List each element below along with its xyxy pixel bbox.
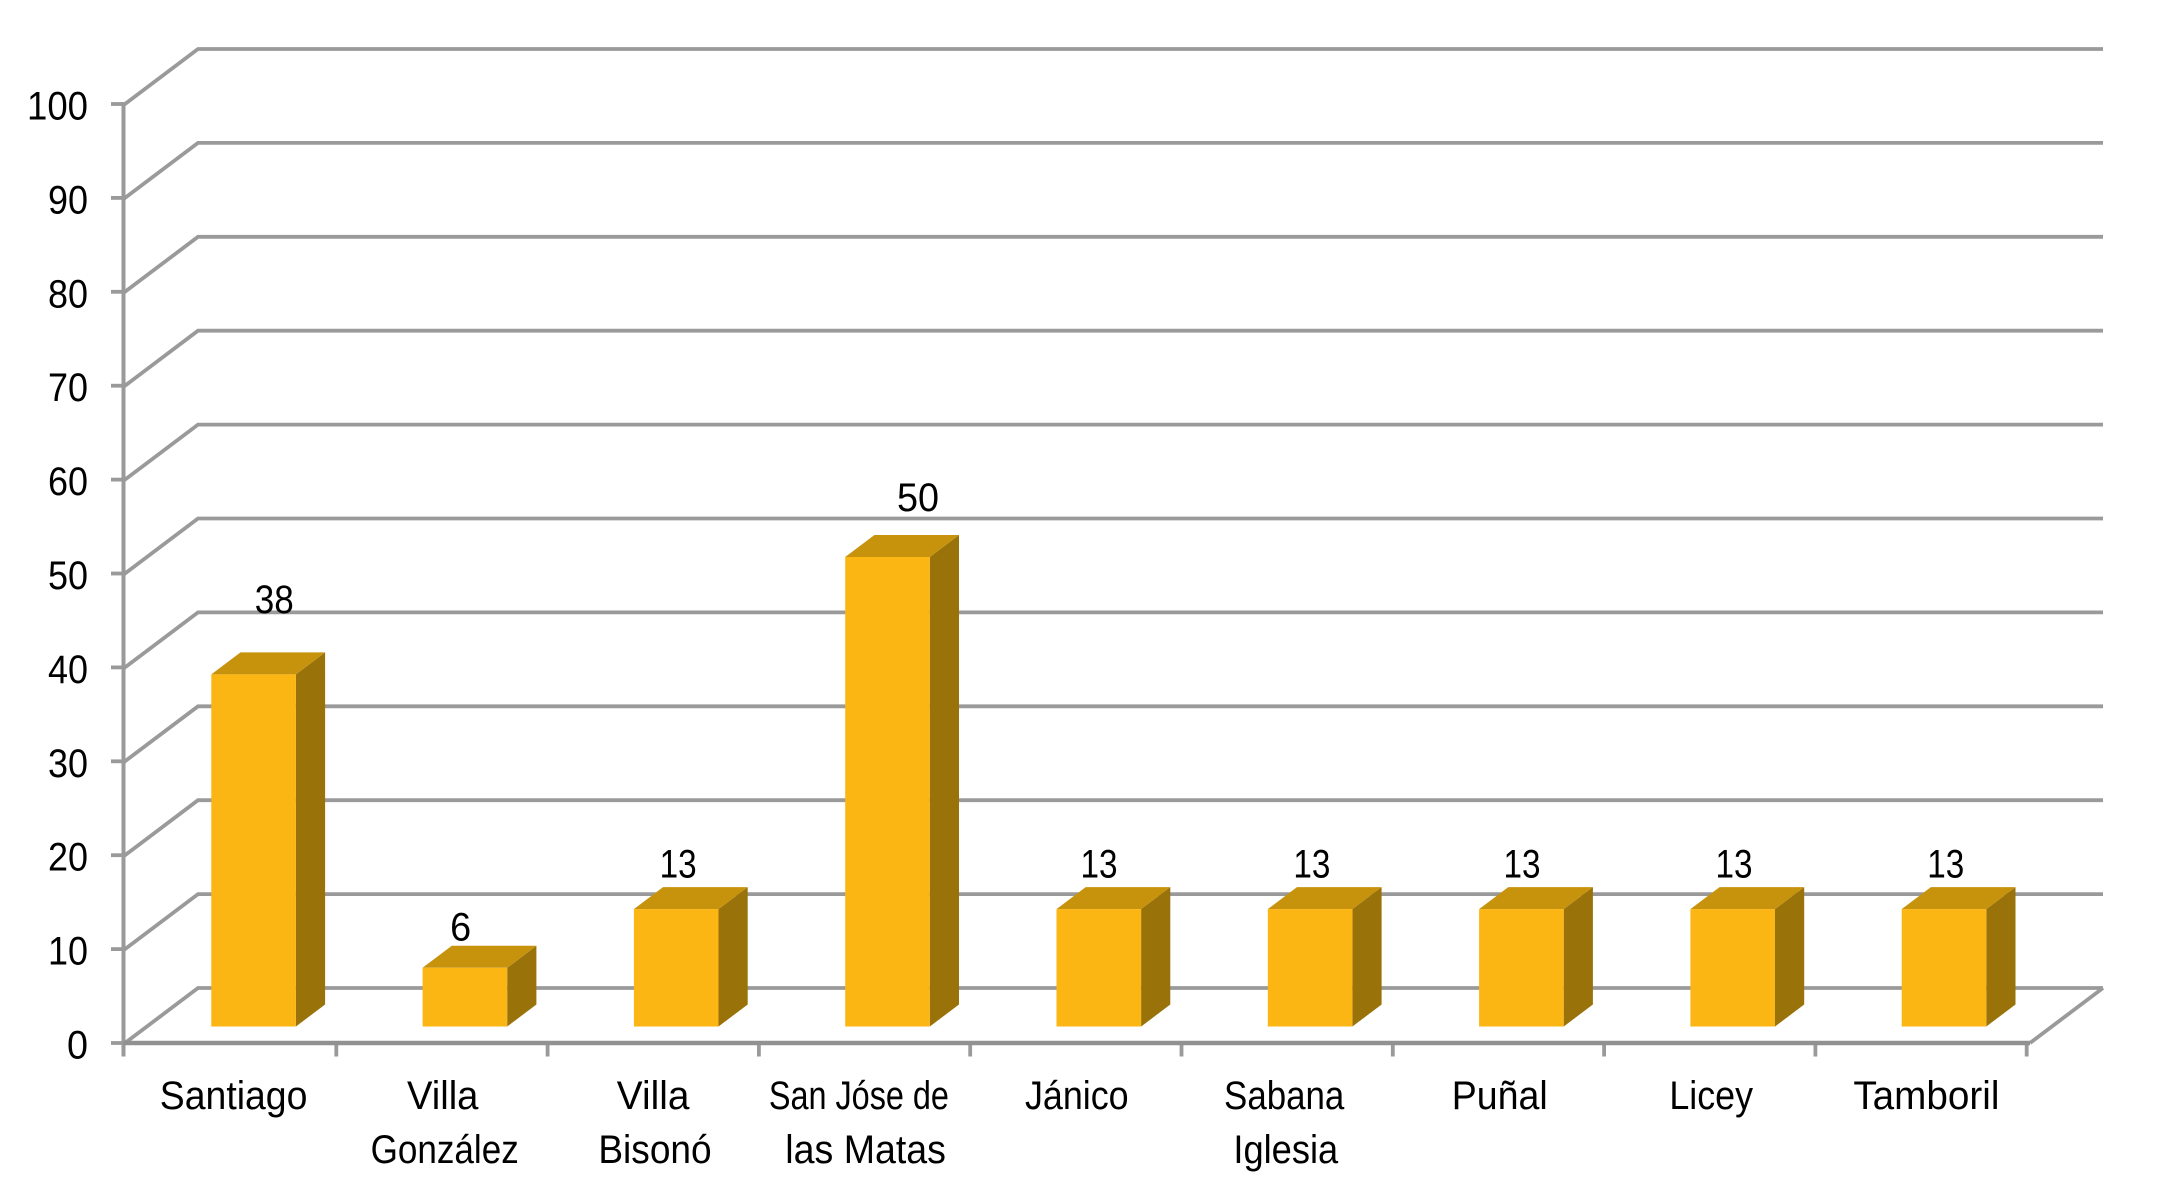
svg-text:Bisonó: Bisonó bbox=[598, 1128, 711, 1172]
svg-text:San Jóse de: San Jóse de bbox=[769, 1074, 949, 1118]
svg-text:70: 70 bbox=[48, 366, 88, 410]
svg-text:90: 90 bbox=[48, 178, 88, 222]
svg-text:Jánico: Jánico bbox=[1025, 1074, 1129, 1118]
svg-text:13: 13 bbox=[1504, 843, 1541, 887]
svg-text:80: 80 bbox=[48, 272, 88, 316]
svg-text:Puñal: Puñal bbox=[1452, 1074, 1548, 1118]
svg-text:Sabana: Sabana bbox=[1224, 1074, 1345, 1118]
svg-text:50: 50 bbox=[897, 476, 939, 520]
svg-text:Villa: Villa bbox=[617, 1074, 690, 1118]
svg-text:Tamboril: Tamboril bbox=[1853, 1074, 1999, 1118]
svg-text:100: 100 bbox=[27, 85, 88, 129]
svg-text:60: 60 bbox=[48, 460, 88, 504]
svg-text:13: 13 bbox=[660, 843, 697, 887]
svg-text:las Matas: las Matas bbox=[785, 1128, 946, 1172]
svg-text:Santiago: Santiago bbox=[160, 1074, 308, 1118]
svg-text:38: 38 bbox=[255, 578, 294, 622]
svg-text:10: 10 bbox=[48, 930, 88, 974]
svg-text:30: 30 bbox=[48, 742, 88, 786]
svg-text:0: 0 bbox=[67, 1024, 88, 1068]
svg-text:González: González bbox=[371, 1128, 519, 1172]
svg-text:13: 13 bbox=[1716, 843, 1753, 887]
svg-text:Licey: Licey bbox=[1669, 1074, 1753, 1118]
svg-text:6: 6 bbox=[450, 905, 471, 949]
svg-text:50: 50 bbox=[48, 554, 88, 598]
svg-text:40: 40 bbox=[48, 648, 88, 692]
svg-text:13: 13 bbox=[1927, 843, 1964, 887]
svg-text:13: 13 bbox=[1293, 843, 1330, 887]
svg-text:13: 13 bbox=[1081, 843, 1118, 887]
svg-text:Iglesia: Iglesia bbox=[1233, 1128, 1338, 1172]
svg-text:20: 20 bbox=[48, 836, 88, 880]
svg-text:Villa: Villa bbox=[407, 1074, 479, 1118]
